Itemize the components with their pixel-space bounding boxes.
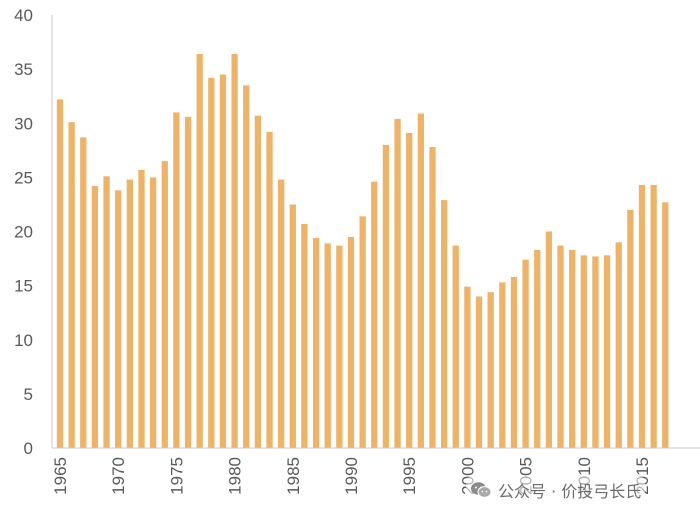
bar-1999 — [452, 245, 459, 448]
wechat-icon — [471, 482, 492, 498]
bar-2005 — [522, 259, 529, 448]
bar-2015 — [638, 184, 646, 448]
y-tick-label: 40 — [14, 6, 33, 25]
bar-1986 — [301, 223, 308, 448]
bar-1972 — [138, 169, 145, 449]
bar-1987 — [312, 238, 320, 448]
y-axis-tick-labels: 0 5 10 15 20 25 30 35 40 — [14, 6, 33, 458]
bar-1975 — [173, 112, 180, 449]
x-tick-label-1975: 1975 — [167, 457, 186, 495]
bar-2008 — [557, 245, 564, 448]
bar-2006 — [534, 249, 541, 448]
bar-2014 — [627, 209, 634, 448]
bar-1991 — [359, 216, 366, 448]
bar-1977 — [196, 53, 203, 448]
x-tick-label-1995: 1995 — [400, 457, 419, 495]
watermark-text: 公众号 · 价投弓长氏 — [498, 482, 642, 501]
bar-2001 — [475, 296, 483, 448]
bar-1966 — [68, 122, 75, 449]
bar-1989 — [336, 245, 343, 448]
bar-1973 — [149, 177, 157, 449]
bar-1974 — [161, 161, 168, 448]
bar-1994 — [394, 118, 401, 449]
y-tick-label: 10 — [14, 331, 33, 350]
bar-2013 — [615, 242, 622, 448]
bar-2011 — [592, 256, 599, 448]
bar-2003 — [499, 282, 506, 448]
bar-1965 — [56, 99, 64, 448]
y-tick-label: 30 — [14, 114, 33, 133]
bar-1998 — [440, 200, 448, 448]
bar-1980 — [231, 53, 238, 448]
x-tick-label-1985: 1985 — [284, 457, 303, 495]
y-tick-label: 5 — [24, 385, 33, 404]
bar-1981 — [243, 85, 250, 449]
bar-1979 — [219, 74, 227, 448]
bar-2000 — [464, 286, 471, 448]
bar-2002 — [487, 292, 494, 448]
axes — [51, 15, 700, 449]
bar-1982 — [254, 115, 262, 449]
bar-1976 — [184, 116, 192, 448]
bar-2016 — [650, 184, 657, 448]
bar-1969 — [103, 176, 110, 449]
bar-1967 — [80, 137, 87, 448]
bar-2010 — [580, 255, 587, 448]
bar-1997 — [429, 147, 436, 448]
bar-series — [56, 53, 669, 449]
x-tick-label-1980: 1980 — [226, 457, 245, 495]
y-tick-label: 25 — [14, 168, 33, 187]
y-tick-label: 20 — [14, 223, 33, 242]
bar-2017 — [662, 202, 669, 448]
bar-2012 — [603, 255, 611, 448]
x-tick-label-1990: 1990 — [342, 457, 361, 495]
bar-1995 — [406, 132, 413, 449]
y-tick-label: 15 — [14, 277, 33, 296]
y-tick-label: 0 — [24, 439, 33, 458]
bar-1984 — [278, 179, 285, 449]
bar-2004 — [510, 276, 518, 448]
bar-1992 — [371, 181, 378, 448]
x-tick-label-1970: 1970 — [109, 457, 128, 495]
bar-1983 — [266, 131, 273, 448]
bar-1970 — [115, 190, 122, 448]
bar-1988 — [324, 243, 331, 448]
bar-1990 — [347, 236, 355, 448]
bar-2009 — [569, 249, 576, 448]
bar-1993 — [382, 144, 390, 448]
bar-1978 — [208, 77, 215, 448]
watermark: 公众号 · 价投弓长氏 — [466, 477, 646, 503]
bar-1985 — [289, 204, 296, 448]
y-tick-label: 35 — [14, 60, 33, 79]
x-tick-label-1965: 1965 — [51, 457, 70, 495]
bar-1968 — [91, 186, 99, 449]
bar-1996 — [417, 113, 424, 448]
bar-1971 — [126, 179, 133, 449]
bar-2007 — [545, 231, 553, 448]
